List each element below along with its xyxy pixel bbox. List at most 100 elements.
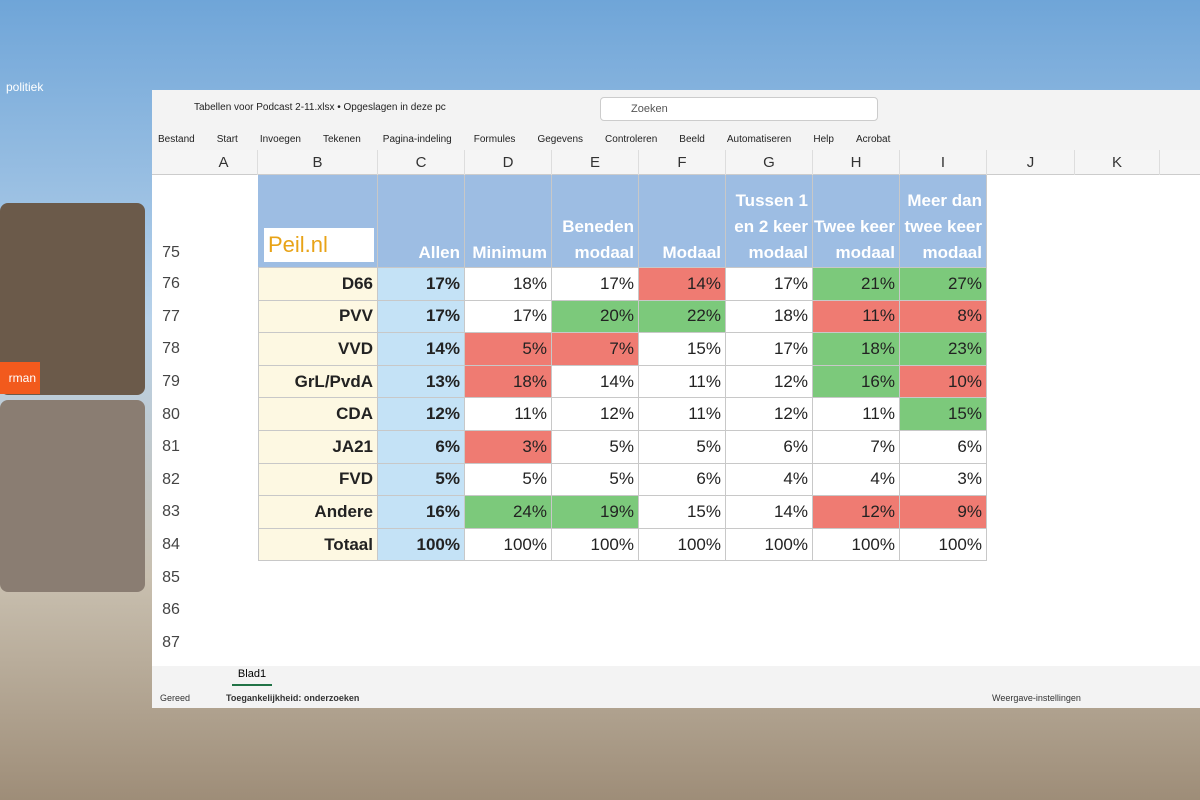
sheet-tab[interactable]: Blad1 xyxy=(232,668,272,686)
row-header: 78 xyxy=(162,340,180,358)
value-cell: 15% xyxy=(639,333,726,366)
video-participant xyxy=(0,400,145,592)
menu-item[interactable]: Automatiseren xyxy=(726,133,792,145)
status-accessibility[interactable]: Toegankelijkheid: onderzoeken xyxy=(226,693,360,703)
file-title: Tabellen voor Podcast 2-11.xlsx • Opgesl… xyxy=(194,102,446,113)
party-cell: CDA xyxy=(258,398,378,431)
party-cell: Totaal xyxy=(258,528,378,562)
row-header: 86 xyxy=(162,601,180,619)
header-cell: Beneden modaal xyxy=(552,175,639,268)
menu-item[interactable]: Tekenen xyxy=(322,133,361,145)
party-cell: VVD xyxy=(258,333,378,366)
value-cell: 11% xyxy=(639,365,726,399)
value-cell: 6% xyxy=(378,431,465,464)
value-cell: 18% xyxy=(465,268,552,301)
party-cell: PVV xyxy=(258,300,378,334)
menu-item[interactable]: Acrobat xyxy=(855,133,891,145)
value-cell: 100% xyxy=(465,528,552,562)
status-bar: Gereed Toegankelijkheid: onderzoeken Wee… xyxy=(152,688,1200,708)
party-cell: GrL/PvdA xyxy=(258,365,378,399)
value-cell: 11% xyxy=(813,300,900,334)
row-header: 77 xyxy=(162,307,180,325)
value-cell: 5% xyxy=(465,333,552,366)
column-header: G xyxy=(726,150,813,175)
value-cell: 18% xyxy=(465,365,552,399)
value-cell: 14% xyxy=(552,365,639,399)
value-cell: 5% xyxy=(639,431,726,464)
value-cell: 100% xyxy=(726,528,813,562)
party-cell: Andere xyxy=(258,496,378,529)
status-view[interactable]: Weergave-instellingen xyxy=(992,693,1081,703)
column-header: K xyxy=(1075,150,1160,175)
value-cell: 22% xyxy=(639,300,726,334)
value-cell: 5% xyxy=(465,463,552,497)
value-cell: 100% xyxy=(813,528,900,562)
value-cell: 14% xyxy=(378,333,465,366)
header-cell: Allen xyxy=(378,175,465,268)
value-cell: 27% xyxy=(900,268,987,301)
menu-item[interactable]: Beeld xyxy=(679,133,705,145)
logo: Peil.nl xyxy=(264,228,374,262)
value-cell: 15% xyxy=(900,398,987,431)
value-cell: 9% xyxy=(900,496,987,529)
party-cell: JA21 xyxy=(258,431,378,464)
row-header: 79 xyxy=(162,373,180,391)
value-cell: 20% xyxy=(552,300,639,334)
name-tag: rman xyxy=(0,362,40,394)
row-header: 80 xyxy=(162,405,180,423)
value-cell: 11% xyxy=(465,398,552,431)
value-cell: 4% xyxy=(813,463,900,497)
menu-item[interactable]: Help xyxy=(813,133,834,145)
value-cell: 5% xyxy=(378,463,465,497)
value-cell: 7% xyxy=(813,431,900,464)
value-cell: 18% xyxy=(726,300,813,334)
value-cell: 23% xyxy=(900,333,987,366)
value-cell: 21% xyxy=(813,268,900,301)
row-header: 85 xyxy=(162,568,180,586)
value-cell: 11% xyxy=(813,398,900,431)
value-cell: 5% xyxy=(552,463,639,497)
menu-item[interactable]: Formules xyxy=(473,133,516,145)
search-box[interactable]: Zoeken xyxy=(600,97,878,121)
value-cell: 100% xyxy=(639,528,726,562)
party-cell: D66 xyxy=(258,268,378,301)
value-cell: 24% xyxy=(465,496,552,529)
value-cell: 8% xyxy=(900,300,987,334)
menu-item[interactable]: Controleren xyxy=(605,133,658,145)
value-cell: 100% xyxy=(552,528,639,562)
value-cell: 16% xyxy=(813,365,900,399)
value-cell: 7% xyxy=(552,333,639,366)
value-cell: 10% xyxy=(900,365,987,399)
column-header: D xyxy=(465,150,552,175)
column-header: F xyxy=(639,150,726,175)
value-cell: 11% xyxy=(639,398,726,431)
header-cell: Twee keer modaal xyxy=(813,175,900,268)
header-cell: Minimum xyxy=(465,175,552,268)
value-cell: 5% xyxy=(552,431,639,464)
menu-item[interactable]: Gegevens xyxy=(537,133,584,145)
value-cell: 3% xyxy=(900,463,987,497)
menu-item[interactable]: Start xyxy=(216,133,238,145)
column-header: H xyxy=(813,150,900,175)
value-cell: 15% xyxy=(639,496,726,529)
value-cell: 13% xyxy=(378,365,465,399)
column-header: B xyxy=(258,150,378,175)
value-cell: 18% xyxy=(813,333,900,366)
column-header: E xyxy=(552,150,639,175)
value-cell: 17% xyxy=(378,268,465,301)
menu-item[interactable]: Invoegen xyxy=(259,133,301,145)
party-cell: FVD xyxy=(258,463,378,497)
value-cell: 6% xyxy=(639,463,726,497)
sheet-tabs-bar xyxy=(152,666,1200,688)
row-header: 76 xyxy=(162,275,180,293)
row-header: 82 xyxy=(162,470,180,488)
menu-item[interactable]: Bestand xyxy=(158,133,195,145)
row-header: 84 xyxy=(162,536,180,554)
value-cell: 12% xyxy=(552,398,639,431)
row-header: 83 xyxy=(162,503,180,521)
value-cell: 17% xyxy=(552,268,639,301)
menu-item[interactable]: Pagina-indeling xyxy=(382,133,452,145)
header-cell: Meer dan twee keer modaal xyxy=(900,175,987,268)
